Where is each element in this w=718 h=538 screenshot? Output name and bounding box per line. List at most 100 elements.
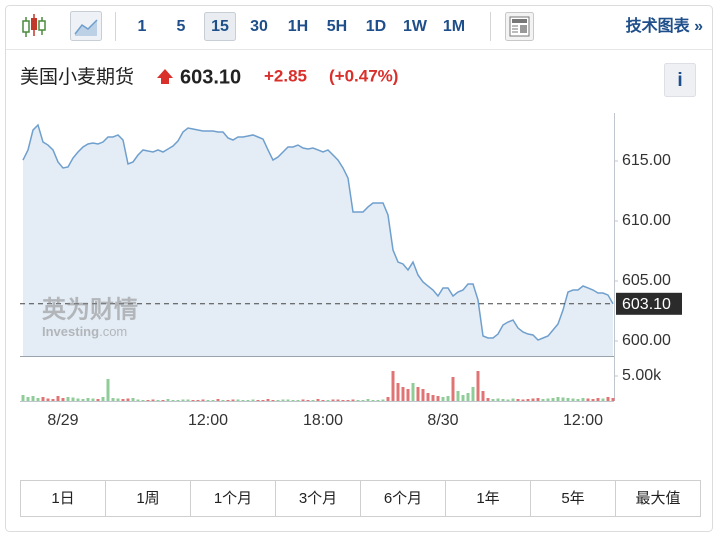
x-tick-label: 12:00	[563, 412, 603, 429]
volume-bar	[606, 397, 610, 401]
interval-button[interactable]: 1H	[288, 18, 308, 35]
volume-bar	[61, 398, 65, 401]
range-button[interactable]: 1日	[51, 490, 74, 507]
volume-bar	[21, 395, 25, 401]
volume-bar	[261, 400, 265, 401]
volume-bar	[71, 397, 75, 401]
range-button[interactable]: 1年	[476, 490, 499, 507]
candlestick-icon[interactable]	[22, 14, 46, 37]
volume-bar	[41, 397, 45, 401]
price: 603.10	[180, 66, 241, 88]
volume-bar	[146, 400, 150, 401]
volume-bar	[431, 395, 435, 401]
range-button[interactable]: 6个月	[384, 490, 422, 507]
volume-bar	[266, 399, 270, 401]
volume-bar	[196, 400, 200, 401]
volume-bar	[391, 371, 395, 401]
volume-bar	[481, 391, 485, 401]
volume-bar	[116, 398, 120, 401]
interval-button[interactable]: 5	[177, 18, 186, 35]
range-button[interactable]: 3个月	[299, 490, 337, 507]
interval-button[interactable]: 1M	[443, 18, 465, 35]
volume-bar	[436, 396, 440, 401]
range-button[interactable]: 最大值	[635, 490, 680, 507]
volume-bar	[531, 398, 535, 401]
range-button[interactable]: 1个月	[214, 490, 252, 507]
info-icon[interactable]: i	[677, 70, 682, 91]
volume-bar	[126, 398, 130, 401]
volume-bar	[231, 399, 235, 401]
volume-bar	[271, 400, 275, 401]
volume-bar	[141, 400, 145, 401]
volume-bar	[246, 400, 250, 401]
line-chart-icon[interactable]	[70, 11, 102, 41]
volume-bar	[131, 398, 135, 401]
active-interval-bg[interactable]	[204, 12, 236, 41]
interval-button[interactable]: 1	[138, 18, 147, 35]
volume-bar	[106, 379, 110, 401]
volume-bar	[171, 400, 175, 401]
volume-bar	[611, 398, 615, 401]
volume-bar	[466, 393, 470, 401]
volume-bar	[551, 398, 555, 401]
volume-bar	[156, 400, 160, 401]
info-button[interactable]: i	[664, 63, 696, 97]
current-price-box	[616, 292, 682, 315]
volume-bar	[496, 398, 500, 401]
volume-bar	[576, 399, 580, 401]
volume-bar	[421, 389, 425, 401]
volume-bar	[51, 399, 55, 401]
y-tick-label: 615.00	[622, 152, 671, 169]
volume-bar	[306, 400, 310, 401]
volume-bar	[31, 396, 35, 401]
price-area	[23, 125, 613, 356]
price-line	[22, 123, 614, 341]
volume-bar	[476, 371, 480, 401]
volume-bar	[181, 399, 185, 401]
volume-bar	[526, 399, 530, 401]
volume-bar	[401, 387, 405, 401]
watermark-en: Investing.com	[42, 324, 127, 339]
volume-bar	[221, 400, 225, 401]
volume-bar	[56, 396, 60, 401]
instrument-name: 美国小麦期货	[20, 66, 134, 88]
volume-bar	[101, 397, 105, 401]
technical-chart-link[interactable]: 技术图表 »	[626, 16, 703, 35]
interval-button[interactable]: 15	[211, 18, 229, 35]
interval-button[interactable]: 30	[250, 18, 268, 35]
volume-bar	[451, 377, 455, 401]
news-icon[interactable]	[505, 12, 534, 41]
volume-bar	[206, 400, 210, 401]
volume-bar	[406, 389, 410, 401]
volume-bar	[591, 399, 595, 401]
volume-bar	[356, 400, 360, 401]
range-button[interactable]: 1周	[136, 490, 159, 507]
x-tick-label: 12:00	[188, 412, 228, 429]
volume-bar	[386, 397, 390, 401]
volume-bar	[511, 398, 515, 401]
volume-bar	[486, 398, 490, 401]
volume-bar	[556, 397, 560, 401]
watermark-en-main: Investing	[42, 324, 99, 339]
volume-bar	[561, 397, 565, 401]
interval-button[interactable]: 1D	[366, 18, 386, 35]
volume-bar	[191, 400, 195, 401]
volume-bar	[516, 399, 520, 401]
volume-bar	[366, 399, 370, 401]
volume-bar	[216, 399, 220, 401]
volume-bar	[331, 399, 335, 401]
volume-bar	[226, 400, 230, 401]
change-percent: (+0.47%)	[329, 66, 398, 85]
range-button[interactable]: 5年	[561, 490, 584, 507]
volume-bar	[346, 400, 350, 401]
interval-button[interactable]: 1W	[403, 18, 428, 35]
volume-bar	[521, 399, 525, 401]
volume-bar	[241, 400, 245, 401]
volume-bar	[461, 395, 465, 401]
watermark-cn: 英为财情	[42, 296, 138, 323]
volume-bar	[411, 383, 415, 401]
volume-bar	[571, 398, 575, 401]
interval-button[interactable]: 5H	[327, 18, 347, 35]
volume-bar	[296, 400, 300, 401]
volume-bar	[426, 393, 430, 401]
